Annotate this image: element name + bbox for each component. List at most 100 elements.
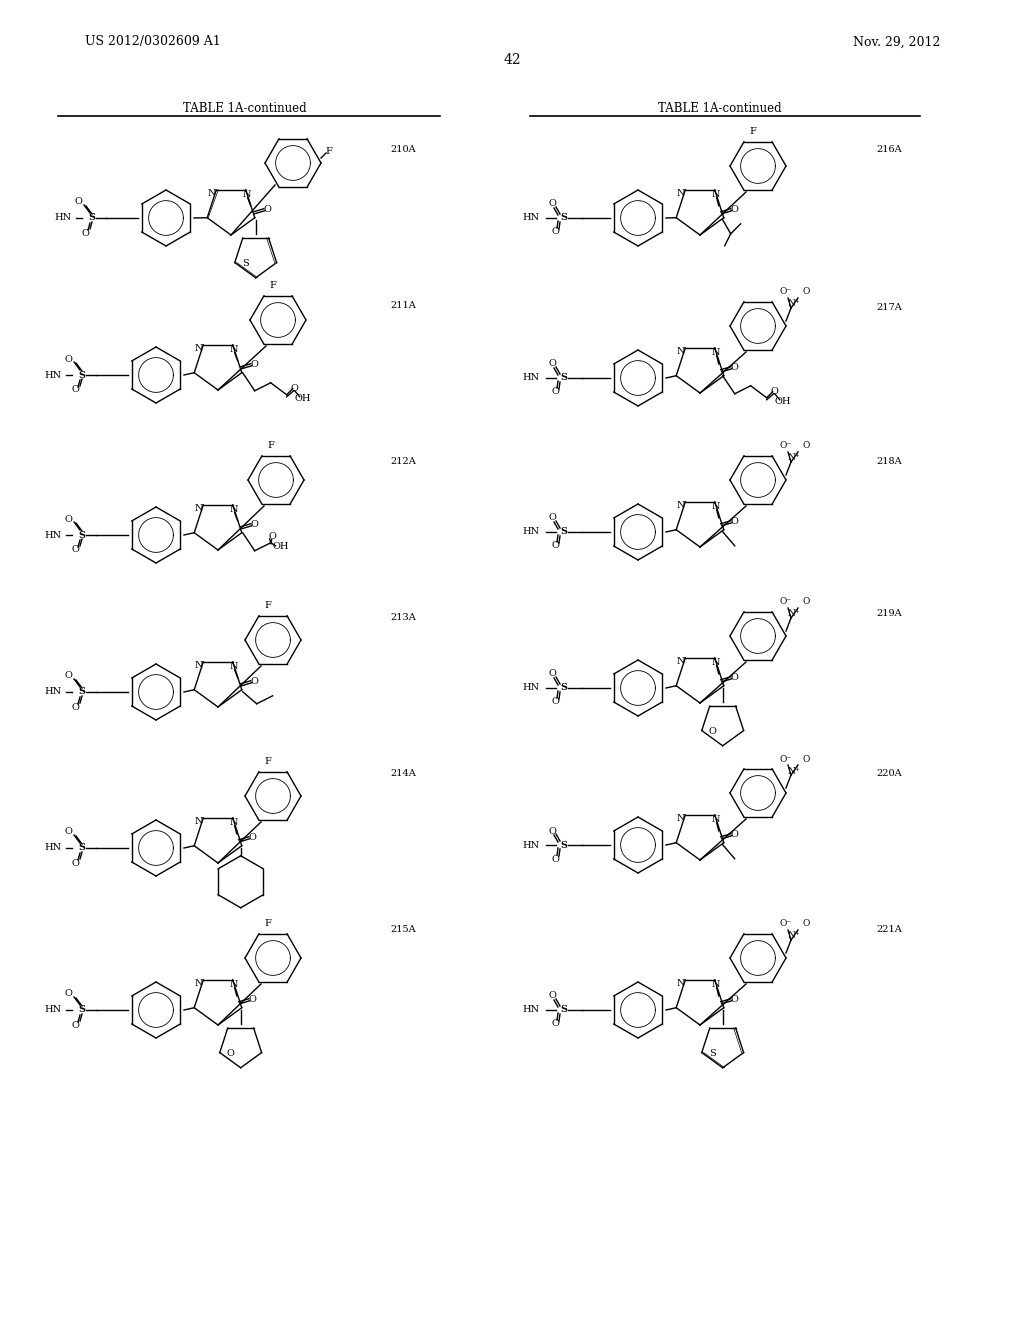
Text: O: O [71, 1020, 79, 1030]
Text: S: S [79, 531, 85, 540]
Text: F: F [269, 281, 276, 290]
Text: S: S [79, 1006, 85, 1015]
Text: O: O [548, 991, 556, 1001]
Text: O: O [709, 727, 717, 737]
Text: 219A: 219A [877, 610, 902, 619]
Text: O: O [551, 1019, 559, 1028]
Text: O: O [65, 515, 72, 524]
Text: O: O [731, 206, 738, 214]
Text: N: N [229, 506, 238, 515]
Text: O: O [551, 854, 559, 863]
Text: N: N [677, 657, 685, 667]
Text: O: O [771, 387, 778, 396]
Text: O: O [548, 513, 556, 523]
Text: OH: OH [272, 543, 289, 552]
Text: S: S [560, 214, 567, 223]
Text: 42: 42 [503, 53, 521, 67]
Text: N⁺: N⁺ [787, 932, 801, 940]
Text: N: N [712, 659, 720, 668]
Text: N: N [195, 504, 204, 513]
Text: O⁻: O⁻ [780, 441, 792, 450]
Text: N: N [677, 189, 685, 198]
Text: O: O [731, 673, 738, 682]
Text: N: N [712, 348, 720, 358]
Text: Nov. 29, 2012: Nov. 29, 2012 [853, 36, 940, 49]
Text: 218A: 218A [877, 458, 902, 466]
Text: O: O [551, 388, 559, 396]
Text: F: F [264, 920, 271, 928]
Text: S: S [79, 688, 85, 697]
Text: N: N [208, 189, 216, 198]
Text: O: O [551, 697, 559, 706]
Text: HN: HN [45, 371, 62, 380]
Text: HN: HN [523, 374, 540, 383]
Text: 221A: 221A [877, 925, 902, 935]
Text: O: O [71, 858, 79, 867]
Text: O: O [731, 995, 738, 1005]
Text: HN: HN [45, 531, 62, 540]
Text: O: O [548, 669, 556, 678]
Text: O: O [74, 198, 82, 206]
Text: 220A: 220A [877, 768, 902, 777]
Text: S: S [560, 374, 567, 383]
Text: N: N [677, 502, 685, 511]
Text: S: S [560, 841, 567, 850]
Text: N⁺: N⁺ [787, 767, 801, 776]
Text: HN: HN [523, 528, 540, 536]
Text: HN: HN [55, 214, 72, 223]
Text: F: F [264, 602, 271, 610]
Text: N: N [229, 818, 238, 828]
Text: 216A: 216A [877, 145, 902, 154]
Text: O: O [65, 828, 72, 837]
Text: O: O [291, 384, 299, 393]
Text: N: N [677, 347, 685, 356]
Text: S: S [560, 1006, 567, 1015]
Text: O: O [71, 385, 79, 395]
Text: 215A: 215A [390, 925, 416, 935]
Text: O: O [251, 677, 259, 686]
Text: O: O [81, 228, 89, 238]
Text: US 2012/0302609 A1: US 2012/0302609 A1 [85, 36, 221, 49]
Text: O: O [71, 702, 79, 711]
Text: O: O [249, 833, 257, 842]
Text: O: O [65, 990, 72, 998]
Text: OH: OH [295, 395, 311, 404]
Text: TABLE 1A-continued: TABLE 1A-continued [183, 102, 307, 115]
Text: HN: HN [523, 214, 540, 223]
Text: S: S [79, 843, 85, 853]
Text: HN: HN [523, 684, 540, 693]
Text: O⁻: O⁻ [780, 755, 792, 763]
Text: N⁺: N⁺ [787, 300, 801, 309]
Text: S: S [560, 528, 567, 536]
Text: O: O [268, 532, 276, 541]
Text: N: N [229, 981, 238, 989]
Text: HN: HN [523, 1006, 540, 1015]
Text: 212A: 212A [390, 458, 416, 466]
Text: O⁻: O⁻ [780, 288, 792, 297]
Text: F: F [326, 147, 333, 156]
Text: O: O [803, 288, 810, 297]
Text: F: F [267, 441, 274, 450]
Text: N: N [195, 345, 204, 354]
Text: N: N [712, 190, 720, 199]
Text: N⁺: N⁺ [787, 610, 801, 619]
Text: O: O [251, 360, 259, 370]
Text: F: F [750, 128, 757, 136]
Text: O: O [803, 920, 810, 928]
Text: S: S [88, 214, 95, 223]
Text: S: S [79, 371, 85, 380]
Text: N: N [195, 817, 204, 826]
Text: O: O [249, 995, 257, 1005]
Text: O: O [251, 520, 259, 529]
Text: O: O [548, 826, 556, 836]
Text: HN: HN [45, 1006, 62, 1015]
Text: O: O [803, 755, 810, 763]
Text: S: S [243, 259, 249, 268]
Text: O: O [803, 441, 810, 450]
Text: F: F [264, 758, 271, 767]
Text: O: O [548, 199, 556, 209]
Text: 211A: 211A [390, 301, 416, 309]
Text: OH: OH [774, 397, 791, 407]
Text: N: N [243, 190, 251, 199]
Text: O: O [731, 830, 738, 840]
